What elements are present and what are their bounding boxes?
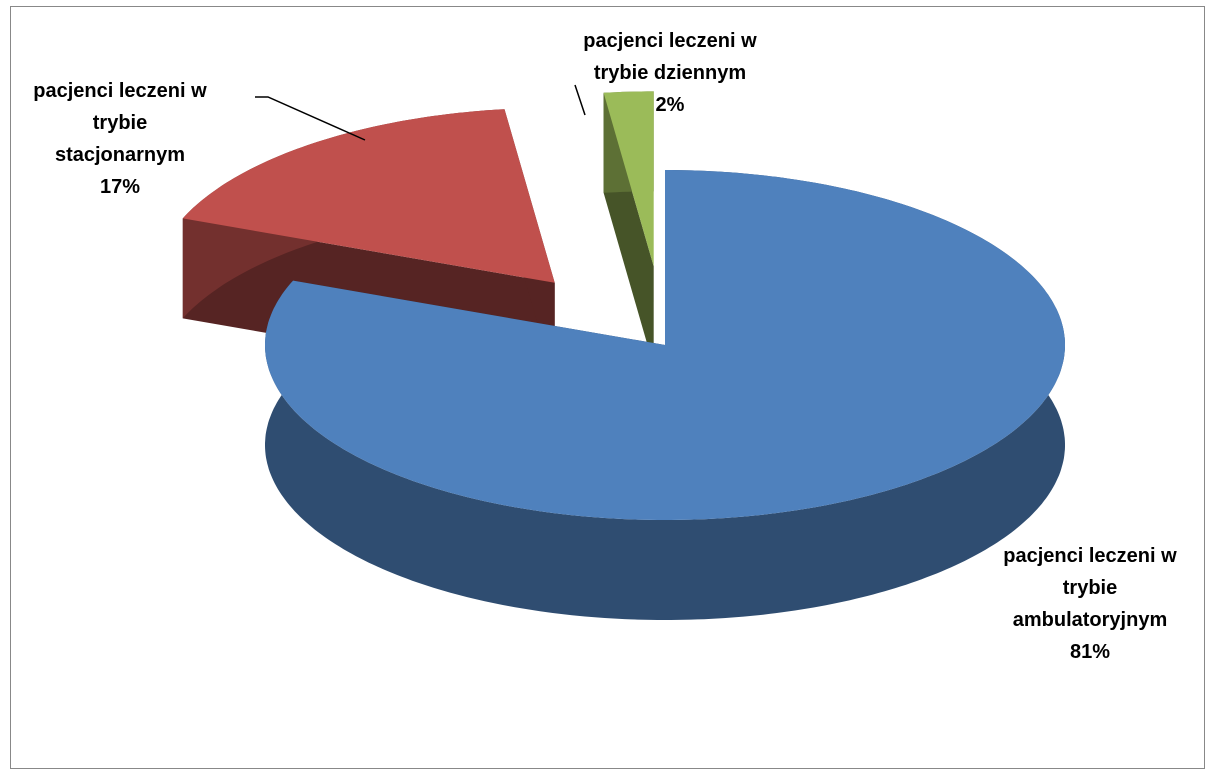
value-label: 17%	[99, 176, 141, 198]
category-label: pacjenci leczeni w trybie ambulatoryjnym	[1003, 545, 1177, 631]
slice	[603, 91, 654, 267]
slice-label: pacjenci leczeni w trybie stacjonarnym 17…	[32, 75, 208, 203]
slice	[182, 109, 555, 283]
category-label: pacjenci leczeni w trybie dziennym	[583, 30, 757, 84]
slice-label: pacjenci leczeni w trybie ambulatoryjnym…	[1002, 540, 1178, 668]
value-label: 2%	[655, 94, 685, 116]
value-label: 81%	[1069, 641, 1111, 663]
slice	[265, 170, 1065, 520]
category-label: pacjenci leczeni w trybie stacjonarnym	[33, 80, 207, 166]
slice-label: pacjenci leczeni w trybie dziennym 2%	[582, 25, 758, 121]
leader-line	[255, 96, 366, 141]
pie	[182, 91, 1065, 620]
leader-line	[574, 84, 586, 116]
